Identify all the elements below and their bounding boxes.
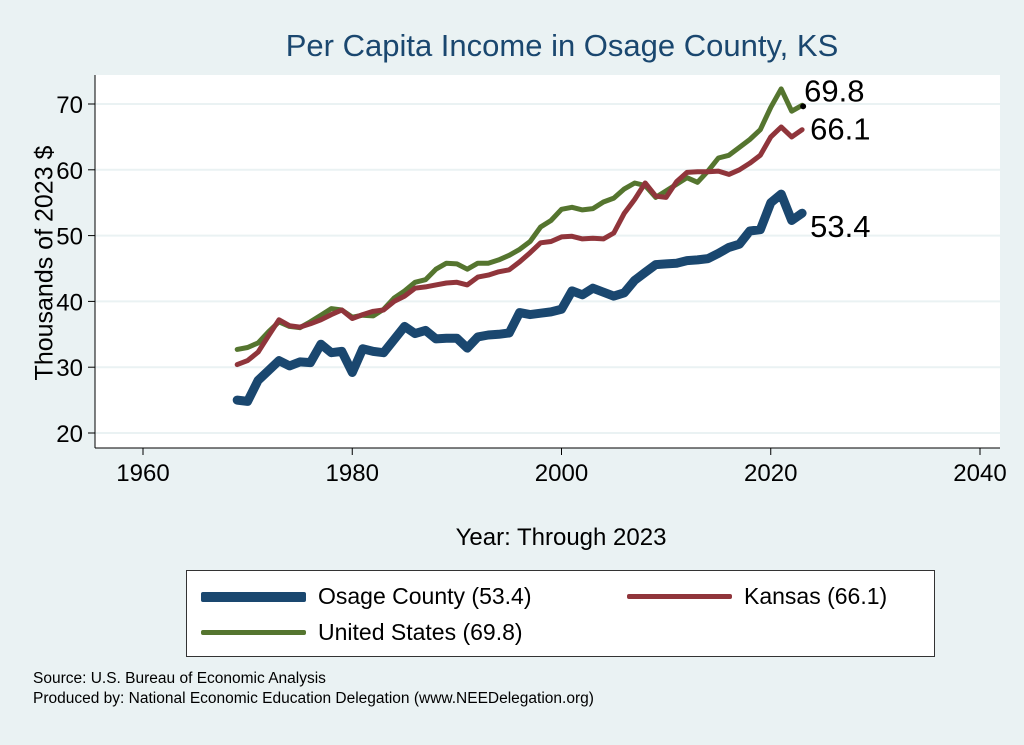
chart-title: Per Capita Income in Osage County, KS	[285, 28, 839, 63]
y-tick-label: 20	[56, 421, 83, 448]
legend: Osage County (53.4) Kansas (66.1) United…	[186, 570, 935, 657]
y-tick-label: 60	[56, 158, 83, 185]
x-tick-label: 1980	[326, 460, 379, 487]
y-axis-title: Thousands of 2023 $	[30, 145, 59, 381]
end-marker	[800, 103, 807, 110]
series-line-0	[232, 189, 807, 406]
end-label: 69.8	[804, 73, 864, 108]
y-tick-label: 30	[56, 355, 83, 382]
legend-label: Osage County (53.4)	[318, 583, 532, 609]
plot-area	[95, 75, 1000, 448]
x-axis-title: Year: Through 2023	[455, 524, 667, 551]
legend-label: Kansas (66.1)	[744, 583, 888, 609]
x-tick-label: 2000	[535, 460, 588, 487]
end-label: 66.1	[810, 112, 870, 147]
legend-swatch	[201, 591, 306, 602]
y-tick-label: 50	[56, 224, 83, 251]
legend-item-osage: Osage County (53.4)	[201, 583, 532, 610]
y-tick-label: 40	[56, 289, 83, 316]
legend-swatch	[201, 630, 306, 635]
x-tick-label: 2020	[744, 460, 797, 487]
legend-item-kansas: Kansas (66.1)	[627, 583, 887, 610]
series-line-1	[234, 124, 805, 368]
end-label: 53.4	[810, 209, 870, 244]
x-tick-label: 1960	[116, 460, 169, 487]
producer-note: Produced by: National Economic Education…	[33, 690, 594, 707]
legend-item-us: United States (69.8)	[201, 619, 523, 646]
source-note: Source: U.S. Bureau of Economic Analysis	[33, 670, 326, 687]
y-tick-label: 70	[56, 92, 83, 119]
legend-label: United States (69.8)	[318, 619, 523, 645]
legend-swatch	[627, 594, 732, 599]
x-tick-label: 2040	[953, 460, 1006, 487]
